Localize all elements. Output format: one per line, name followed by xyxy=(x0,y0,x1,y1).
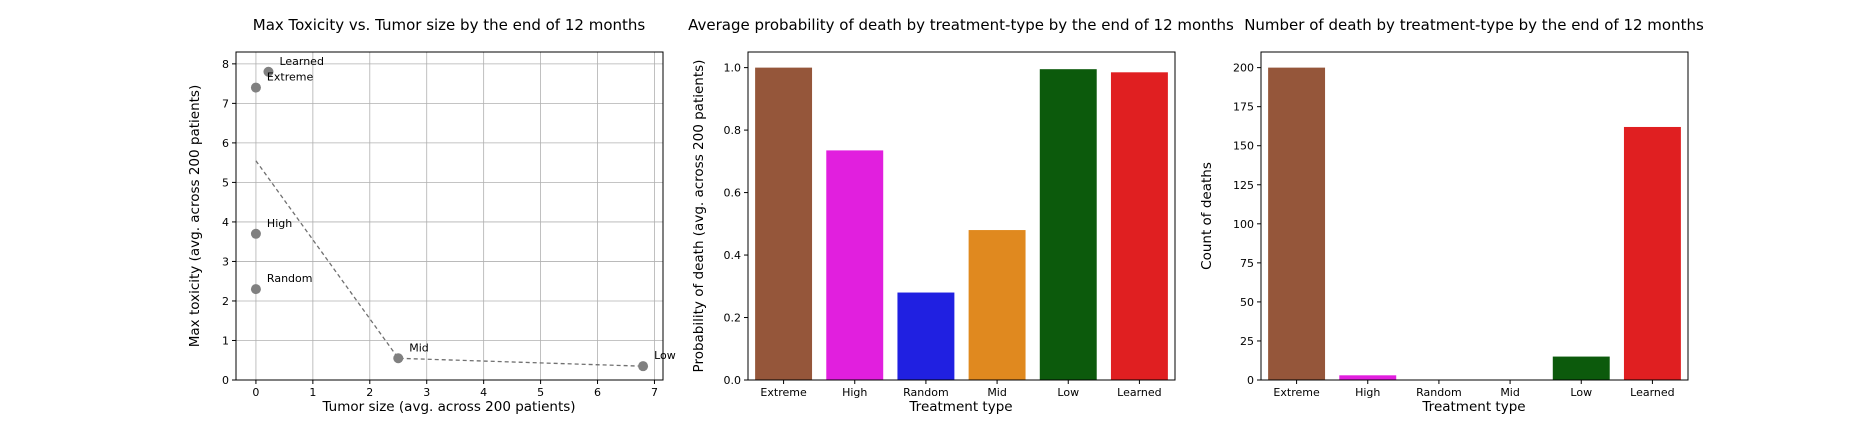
plot-frame xyxy=(747,51,1176,381)
count-of-deaths-panel: Number of death by treatment-type by the… xyxy=(1199,16,1704,415)
x-tick-label: 6 xyxy=(594,386,601,399)
plot-marks xyxy=(755,67,1168,381)
x-tick-label: 7 xyxy=(651,386,658,399)
bar-learned xyxy=(1623,126,1681,380)
y-tick-label: 0 xyxy=(222,374,229,387)
y-tick-label: 7 xyxy=(222,97,229,110)
y-tick-label: 200 xyxy=(1233,62,1254,75)
y-tick-label: 1.0 xyxy=(724,62,742,75)
y-tick-label: 75 xyxy=(1240,257,1254,270)
x-axis-label: Tumor size (avg. across 200 patients) xyxy=(321,399,575,415)
plot-marks: Learned Extreme High Random Mid Low xyxy=(250,55,676,372)
x-axis-label: Treatment type xyxy=(908,399,1012,415)
point-label-low: Low xyxy=(654,349,676,362)
probability-of-death-panel: Average probability of death by treatmen… xyxy=(688,16,1234,415)
bar-high xyxy=(1339,375,1397,380)
y-tick-label: 25 xyxy=(1240,335,1254,348)
point-label-high: High xyxy=(267,217,292,230)
y-tick-label: 3 xyxy=(222,255,229,268)
trend-line xyxy=(255,160,644,367)
grid xyxy=(236,52,663,381)
x-tick-label: Random xyxy=(903,386,949,399)
plot-marks xyxy=(1268,67,1681,380)
y-tick-label: 150 xyxy=(1233,140,1254,153)
bar-high xyxy=(826,150,884,380)
bar-extreme xyxy=(755,67,813,380)
tick-labels: 0 25 50 75 100 125 150 175 200 Extreme High Random M… xyxy=(1233,62,1675,399)
chart-title: Average probability of death by treatmen… xyxy=(688,16,1234,34)
y-tick-label: 125 xyxy=(1233,179,1254,192)
bar-low xyxy=(1039,69,1097,380)
bar-random xyxy=(897,292,955,380)
x-tick-label: Random xyxy=(1416,386,1462,399)
scatter-point-mid xyxy=(393,353,404,364)
x-tick-label: 5 xyxy=(537,386,544,399)
x-tick-label: 3 xyxy=(423,386,430,399)
plot-frame xyxy=(1260,51,1689,381)
x-tick-label: Extreme xyxy=(1273,386,1320,399)
tick-labels: 0.0 0.2 0.4 0.6 0.8 1.0 Extreme High Random Mid Lo… xyxy=(724,62,1162,399)
y-axis-label: Probability of death (avg. across 200 pa… xyxy=(691,60,707,373)
tick-labels: 0 1 2 3 4 5 6 7 8 0 1 2 3 4 5 6 7 xyxy=(222,58,658,399)
y-tick-label: 8 xyxy=(222,58,229,71)
y-axis-label: Max toxicity (avg. across 200 patients) xyxy=(187,85,203,347)
bar-mid xyxy=(968,230,1026,380)
y-tick-label: 6 xyxy=(222,137,229,150)
x-tick-label: High xyxy=(1355,386,1380,399)
x-tick-label: Mid xyxy=(987,386,1007,399)
x-tick-label: Low xyxy=(1057,386,1079,399)
point-label-extreme: Extreme xyxy=(267,71,314,84)
scatter-point-extreme xyxy=(250,82,261,93)
x-tick-label: Low xyxy=(1570,386,1592,399)
plot-frame xyxy=(235,51,664,381)
x-tick-label: 2 xyxy=(366,386,373,399)
bar-low xyxy=(1552,356,1610,380)
x-tick-label: Learned xyxy=(1630,386,1675,399)
x-tick-label: Mid xyxy=(1500,386,1520,399)
x-axis-label: Treatment type xyxy=(1421,399,1525,415)
y-tick-label: 2 xyxy=(222,295,229,308)
y-tick-label: 0 xyxy=(1247,374,1254,387)
bar-extreme xyxy=(1268,67,1326,380)
point-label-learned: Learned xyxy=(279,55,324,68)
y-tick-label: 1 xyxy=(222,334,229,347)
y-tick-label: 4 xyxy=(222,216,229,229)
x-tick-label: Learned xyxy=(1117,386,1162,399)
scatter-point-learned xyxy=(263,66,274,77)
scatter-point-high xyxy=(250,228,261,239)
y-tick-label: 50 xyxy=(1240,296,1254,309)
chart-title: Number of death by treatment-type by the… xyxy=(1244,16,1704,34)
scatter-point-random xyxy=(250,284,261,295)
y-tick-label: 5 xyxy=(222,176,229,189)
y-tick-label: 0.4 xyxy=(724,249,742,262)
y-tick-label: 0.0 xyxy=(724,374,742,387)
y-axis-label: Count of deaths xyxy=(1199,162,1215,270)
x-tick-label: 1 xyxy=(309,386,316,399)
x-tick-label: High xyxy=(842,386,867,399)
point-label-mid: Mid xyxy=(409,341,429,354)
toxicity-vs-tumor-panel: Max Toxicity vs. Tumor size by the end o… xyxy=(187,16,676,415)
point-label-random: Random xyxy=(267,272,313,285)
x-tick-label: 0 xyxy=(252,386,259,399)
y-tick-label: 175 xyxy=(1233,101,1254,114)
y-tick-label: 0.2 xyxy=(724,312,742,325)
chart-title: Max Toxicity vs. Tumor size by the end o… xyxy=(253,16,646,34)
y-tick-label: 0.6 xyxy=(724,187,742,200)
scatter-point-low xyxy=(638,361,649,372)
y-tick-label: 0.8 xyxy=(724,124,742,137)
bar-learned xyxy=(1110,72,1168,381)
x-tick-label: Extreme xyxy=(760,386,807,399)
x-tick-label: 4 xyxy=(480,386,487,399)
y-tick-label: 100 xyxy=(1233,218,1254,231)
